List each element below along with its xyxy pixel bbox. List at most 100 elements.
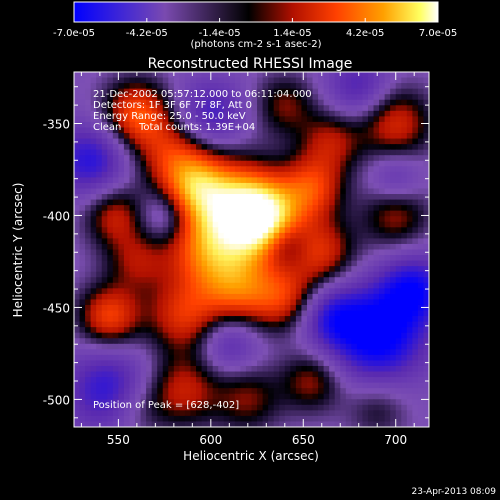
heatmap-cell	[162, 205, 169, 212]
heatmap-cell	[395, 133, 402, 140]
heatmap-cell	[318, 421, 325, 427]
heatmap-cell	[329, 410, 336, 417]
heatmap-cell	[234, 277, 242, 284]
heatmap-cell	[190, 282, 197, 289]
heatmap-cell	[268, 299, 275, 306]
heatmap-cell	[229, 166, 236, 173]
heatmap-cell	[384, 182, 391, 190]
heatmap-cell	[334, 304, 341, 312]
heatmap-cell	[395, 144, 402, 151]
heatmap-cell	[190, 393, 197, 400]
heatmap-cell	[295, 293, 303, 301]
heatmap-cell	[101, 188, 108, 195]
heatmap-cell	[318, 332, 325, 339]
heatmap-cell	[257, 393, 264, 400]
heatmap-cell	[312, 83, 319, 90]
heatmap-cell	[423, 288, 429, 295]
heatmap-cell	[395, 83, 402, 90]
heatmap-cell	[234, 316, 242, 323]
heatmap-cell	[129, 221, 136, 228]
heatmap-cell	[85, 243, 92, 251]
heatmap-cell	[157, 393, 164, 400]
heatmap-cell	[412, 105, 419, 112]
heatmap-cell	[273, 404, 280, 411]
heatmap-cell	[379, 166, 386, 173]
heatmap-cell	[101, 293, 108, 301]
heatmap-cell	[284, 221, 291, 228]
heatmap-cell	[96, 221, 103, 228]
heatmap-cell	[140, 327, 147, 334]
heatmap-cell	[356, 243, 364, 251]
heatmap-cell	[151, 238, 158, 245]
heatmap-cell	[212, 99, 219, 106]
heatmap-cell	[406, 377, 413, 384]
heatmap-cell	[112, 199, 119, 206]
heatmap-cell	[151, 415, 158, 423]
heatmap-cell	[273, 332, 280, 339]
heatmap-cell	[340, 110, 347, 117]
heatmap-cell	[123, 77, 131, 84]
heatmap-cell	[184, 249, 192, 256]
heatmap-cell	[268, 166, 275, 173]
heatmap-cell	[401, 182, 408, 190]
heatmap-cell	[417, 83, 425, 90]
heatmap-cell	[279, 271, 286, 278]
heatmap-cell	[107, 232, 114, 240]
heatmap-cell	[251, 210, 258, 217]
heatmap-cell	[245, 327, 253, 334]
heatmap-cell	[184, 404, 192, 411]
heatmap-cell	[79, 249, 86, 256]
heatmap-cell	[362, 188, 369, 195]
heatmap-cell	[168, 421, 175, 427]
heatmap-cell	[101, 160, 108, 167]
heatmap-cell	[395, 255, 402, 262]
heatmap-cell	[379, 410, 386, 417]
heatmap-cell	[201, 343, 208, 350]
heatmap-cell	[367, 288, 375, 295]
heatmap-cell	[168, 160, 175, 167]
heatmap-cell	[262, 393, 269, 400]
heatmap-cell	[223, 365, 230, 373]
heatmap-cell	[412, 210, 419, 217]
heatmap-cell	[168, 277, 175, 284]
heatmap-cell	[129, 149, 136, 156]
heatmap-cell	[118, 260, 125, 267]
heatmap-cell	[190, 321, 197, 328]
heatmap-cell	[417, 205, 425, 212]
heatmap-cell	[390, 105, 397, 112]
heatmap-cell	[412, 316, 419, 323]
heatmap-cell	[295, 227, 303, 234]
heatmap-cell	[295, 121, 303, 129]
heatmap-cell	[123, 404, 131, 411]
heatmap-cell	[168, 371, 175, 378]
heatmap-cell	[190, 249, 197, 256]
heatmap-cell	[323, 338, 330, 345]
heatmap-cell	[107, 377, 114, 384]
heatmap-cell	[373, 266, 380, 273]
heatmap-cell	[112, 382, 119, 389]
heatmap-cell	[417, 343, 425, 350]
heatmap-cell	[362, 127, 369, 134]
heatmap-cell	[273, 177, 280, 184]
heatmap-cell	[273, 304, 280, 312]
heatmap-cell	[390, 182, 397, 190]
heatmap-cell	[318, 288, 325, 295]
heatmap-cell	[334, 182, 341, 190]
heatmap-cell	[234, 144, 242, 151]
heatmap-cell	[251, 116, 258, 123]
heatmap-cell	[168, 338, 175, 345]
heatmap-cell	[151, 216, 158, 223]
heatmap-cell	[190, 121, 197, 129]
heatmap-cell	[245, 210, 253, 217]
heatmap-cell	[168, 393, 175, 400]
heatmap-cell	[273, 299, 280, 306]
heatmap-cell	[123, 382, 131, 389]
heatmap-cell	[345, 271, 352, 278]
heatmap-cell	[312, 227, 319, 234]
heatmap-cell	[290, 377, 297, 384]
heatmap-cell	[312, 393, 319, 400]
heatmap-cell	[295, 83, 303, 90]
heatmap-cell	[223, 299, 230, 306]
heatmap-cell	[284, 110, 291, 117]
heatmap-cell	[390, 393, 397, 400]
